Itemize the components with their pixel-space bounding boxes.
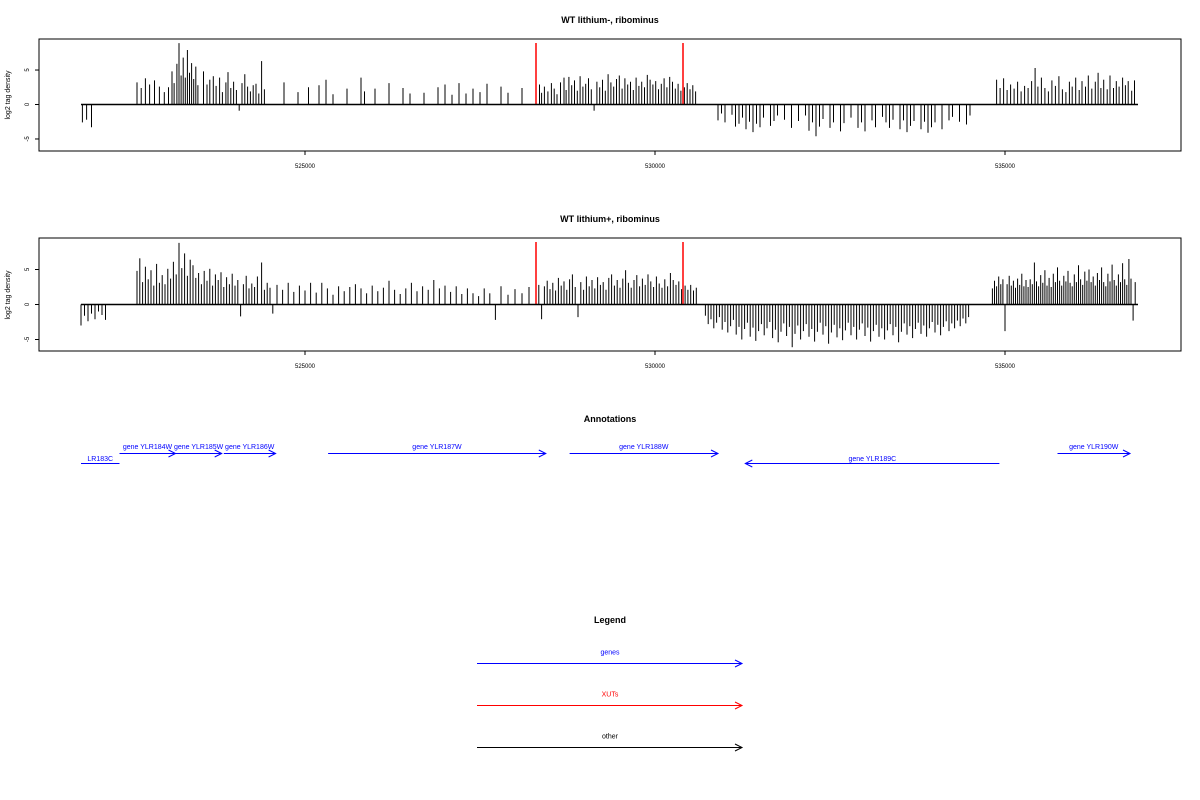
legend-item: XUTs — [477, 692, 744, 710]
annotation-feature: LR183C — [81, 456, 120, 464]
legend-items: genes XUTs other — [477, 650, 744, 752]
y-axis-label: log2 tag density — [5, 70, 12, 120]
arrow-head — [734, 743, 744, 752]
legend-label: XUTs — [602, 692, 619, 699]
x-tick-label: 535000 — [995, 164, 1016, 170]
y-tick-label: 0 — [25, 102, 31, 106]
annotation-label: gene YLR187W — [412, 444, 462, 451]
annotation-label: gene YLR185W — [174, 444, 224, 451]
arrow-head — [734, 701, 744, 710]
legend-label: genes — [600, 650, 620, 657]
annotations-title: Annotations — [584, 414, 637, 424]
annotation-label: LR183C — [87, 456, 113, 463]
y-tick-label: -5 — [25, 136, 31, 142]
annotation-feature: gene YLR187W — [328, 444, 547, 458]
x-axis: 525000 530000 535000 — [295, 351, 1016, 370]
arrow-head — [734, 659, 744, 668]
annotation-feature: gene YLR190W — [1057, 444, 1132, 458]
xut-markers — [535, 43, 684, 105]
y-tick-label: 5 — [25, 267, 31, 271]
panel-title: WT lithium-, ribominus — [561, 15, 659, 25]
annotation-feature: gene YLR186W — [223, 444, 277, 458]
x-tick-label: 530000 — [645, 164, 666, 170]
arrow-head — [214, 449, 223, 458]
arrow-head — [1122, 449, 1132, 458]
x-tick-label: 530000 — [645, 364, 666, 370]
x-tick-label: 525000 — [295, 164, 316, 170]
annotation-feature: gene YLR189C — [744, 456, 1000, 468]
legend-title: Legend — [594, 615, 626, 625]
annotation-label: gene YLR188W — [619, 444, 669, 451]
track-panel-lithium-minus: WT lithium-, ribominus 525000 530000 53500… — [5, 15, 1182, 170]
annotation-label: gene YLR190W — [1069, 444, 1119, 451]
annotation-label: gene YLR186W — [225, 444, 275, 451]
y-axis: -5 0 5 — [25, 267, 39, 342]
arrow-head — [744, 459, 753, 468]
plot-frame — [38, 237, 1182, 352]
legend-panel: Legend genes XUTs other — [477, 615, 744, 752]
density-bars — [81, 43, 1135, 137]
y-tick-label: -5 — [25, 336, 31, 342]
annotation-label: gene YLR189C — [848, 456, 896, 463]
y-axis-label: log2 tag density — [5, 270, 12, 320]
annotation-feature: gene YLR188W — [569, 444, 720, 458]
density-bars — [80, 242, 1136, 348]
annotation-label: gene YLR184W — [123, 444, 173, 451]
arrow-head — [538, 449, 547, 458]
panel-title: WT lithium+, ribominus — [560, 214, 660, 224]
legend-item: genes — [477, 650, 744, 668]
y-tick-label: 5 — [25, 68, 31, 72]
arrow-head — [710, 449, 720, 458]
x-tick-label: 535000 — [995, 364, 1016, 370]
annotation-feature: gene YLR185W — [174, 444, 224, 458]
xut-markers — [535, 242, 684, 305]
y-axis: -5 0 5 — [25, 68, 39, 142]
legend-label: other — [602, 734, 619, 741]
plot-frame — [38, 38, 1182, 152]
x-tick-label: 525000 — [295, 364, 316, 370]
track-panel-lithium-plus: WT lithium+, ribominus 525000 530000 53500… — [5, 214, 1182, 370]
y-tick-label: 0 — [25, 302, 31, 306]
legend-item: other — [477, 734, 744, 752]
arrow-head — [268, 449, 277, 458]
annotation-feature: gene YLR184W — [119, 444, 177, 458]
x-axis: 525000 530000 535000 — [295, 151, 1016, 170]
